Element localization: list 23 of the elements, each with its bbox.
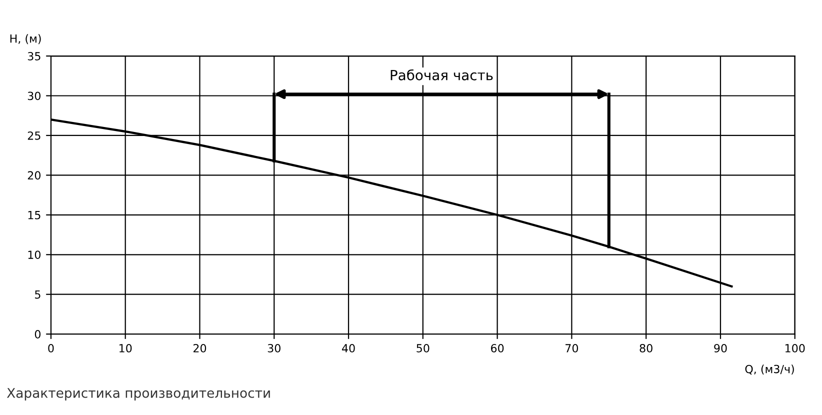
- x-tick-label: 60: [491, 344, 504, 352]
- y-tick-label: 25: [28, 131, 40, 140]
- x-tick-label: 0: [48, 344, 54, 352]
- y-tick-label: 0: [34, 330, 41, 338]
- x-tick-label: 40: [342, 344, 355, 352]
- text: Характеристика производительности: [6, 388, 270, 400]
- y-tick-label: 15: [28, 211, 40, 220]
- annotation: Рабочая часть: [390, 69, 493, 80]
- x-tick-label: 100: [785, 344, 805, 352]
- x-tick-label: 90: [714, 344, 727, 352]
- x-tick-label: 20: [193, 344, 206, 352]
- x-tick-label: 30: [268, 344, 280, 352]
- y-axis-title: H, (м): [10, 34, 41, 44]
- y-tick-label: 35: [28, 52, 40, 60]
- y-tick-label: 5: [35, 290, 40, 299]
- x-tick-label: 70: [566, 344, 578, 352]
- x-tick-label: 80: [640, 344, 652, 352]
- x-tick-label: 50: [416, 344, 430, 352]
- y-tick-label: 10: [28, 250, 41, 260]
- y-tick-label: 30: [28, 92, 41, 100]
- x-axis-title: Q, (м3/ч): [745, 364, 794, 375]
- x-tick-label: 10: [120, 344, 132, 352]
- y-tick-label: 20: [28, 171, 41, 180]
